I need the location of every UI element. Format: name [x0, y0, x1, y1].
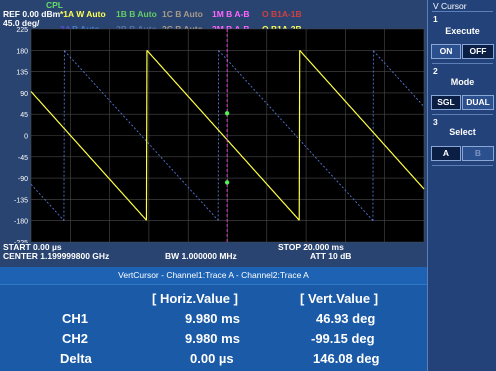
center-frequency: CENTER 1.199999800 GHz — [3, 251, 110, 261]
y-tick-label: -90 — [18, 176, 28, 183]
cursor-measurement-panel: VertCursor - Channel1:Trace A - Channel2… — [0, 267, 427, 371]
softkey-separator — [432, 11, 493, 12]
cpl-label: CPL — [46, 0, 63, 10]
start-frequency: START 0.00 µs — [3, 242, 62, 252]
mode-dual-button[interactable]: DUAL — [462, 95, 494, 110]
row-delta-label: Delta — [60, 351, 92, 366]
bandwidth: BW 1.000000 MHz — [165, 251, 237, 261]
scale-per-div: 45.0 deg/ — [3, 18, 40, 28]
softkey-3-label: Select — [449, 127, 476, 137]
phase-plot[interactable]: 225 180 135 90 45 0 -45 -90 -135 -180 -225 — [0, 26, 427, 243]
row-ch1-vert: 46.93 deg — [316, 311, 376, 326]
attenuation: ATT 10 dB — [310, 251, 352, 261]
select-a-button[interactable]: A — [431, 146, 461, 161]
row-ch2-label: CH2 — [62, 331, 89, 346]
trace-b-segment — [30, 183, 65, 221]
softkey-2-number: 2 — [433, 66, 438, 76]
column-header-horiz: [ Horiz.Value ] — [152, 291, 238, 306]
trace-legend-1b: 1B B Auto — [116, 9, 157, 19]
y-tick-label: -180 — [14, 219, 28, 226]
trace-a-segment — [30, 91, 147, 221]
softkey-panel: V Cursor 1 Execute ON OFF 2 Mode SGL DUA… — [427, 0, 496, 371]
softkey-2-label: Mode — [450, 77, 475, 87]
cursor-marker-ch2 — [224, 180, 230, 185]
execute-on-button[interactable]: ON — [431, 44, 461, 59]
trace-legend-1c: 1C B Auto — [162, 9, 203, 19]
trace-legend-o1: O B1A-1B — [262, 9, 302, 19]
y-tick-label: -45 — [18, 155, 28, 162]
row-ch2-horiz: 9.980 ms — [185, 331, 240, 346]
trace-b — [30, 50, 425, 221]
softkey-1-label: Execute — [445, 26, 480, 36]
y-tick-label: 0 — [24, 134, 28, 141]
softkey-3-number: 3 — [433, 117, 438, 127]
y-tick-labels: 225 180 135 90 45 0 -45 -90 -135 -180 -225 — [14, 27, 28, 243]
y-tick-label: 180 — [16, 48, 28, 55]
y-tick-label: 90 — [20, 91, 28, 98]
select-b-button[interactable]: B — [462, 146, 494, 161]
row-ch2-vert: -99.15 deg — [311, 331, 375, 346]
y-tick-label: -225 — [14, 240, 28, 243]
analyzer-screen: CPL REF 0.00 dBm 45.0 deg/ *1A W Auto 1B… — [0, 0, 427, 371]
execute-off-button[interactable]: OFF — [462, 44, 494, 59]
trace-a — [30, 49, 425, 221]
y-tick-label: 45 — [20, 112, 28, 119]
trace-a-segment — [299, 49, 425, 190]
softkey-menu-title: V Cursor — [433, 1, 467, 11]
softkey-1-number: 1 — [433, 14, 438, 24]
softkey-separator — [432, 165, 493, 166]
stop-time: STOP 20.000 ms — [278, 242, 344, 252]
trace-a-segment — [146, 49, 300, 221]
row-delta-vert: 146.08 deg — [313, 351, 380, 366]
softkey-separator — [432, 114, 493, 115]
y-tick-label: 135 — [16, 70, 28, 77]
y-tick-label: -135 — [14, 197, 28, 204]
softkey-separator — [432, 63, 493, 64]
y-tick-label: 225 — [16, 27, 28, 34]
cursor-marker-ch1 — [224, 111, 230, 116]
ref-level: REF 0.00 dBm — [3, 9, 61, 19]
trace-legend-1a: *1A W Auto — [60, 9, 106, 19]
column-header-vert: [ Vert.Value ] — [300, 291, 379, 306]
row-ch1-label: CH1 — [62, 311, 89, 326]
measurement-title: VertCursor - Channel1:Trace A - Channel2… — [0, 267, 427, 285]
mode-sgl-button[interactable]: SGL — [431, 95, 461, 110]
row-delta-horiz: 0.00 µs — [190, 351, 234, 366]
trace-legend-1m: 1M B A-B — [212, 9, 250, 19]
trace-b-segment — [373, 50, 425, 107]
row-ch1-horiz: 9.980 ms — [185, 311, 240, 326]
